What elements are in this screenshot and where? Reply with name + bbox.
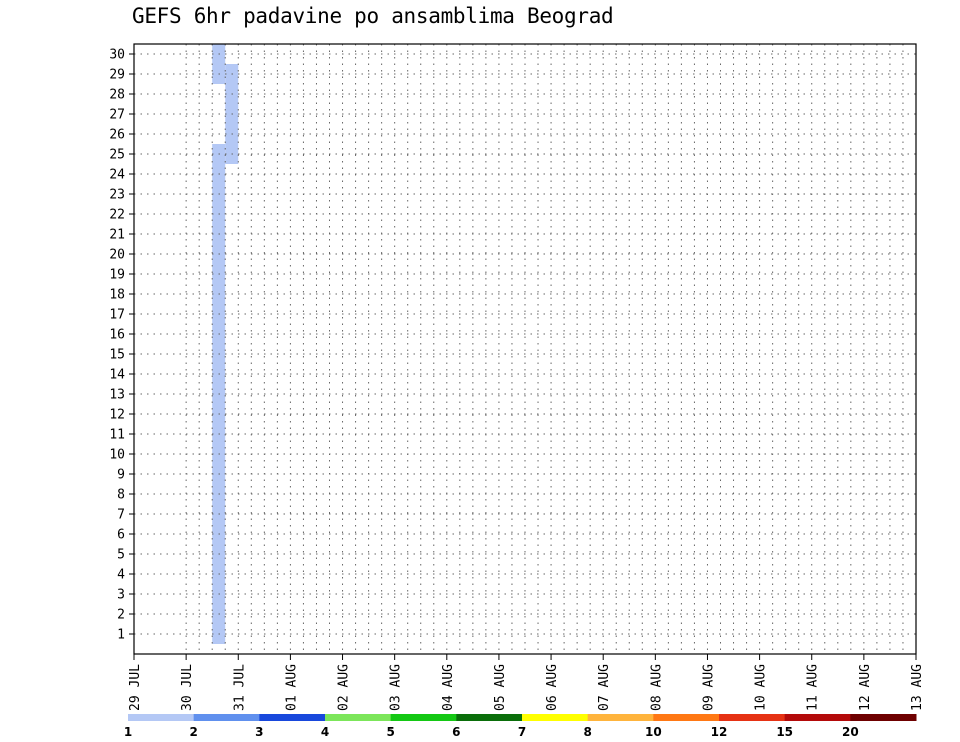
x-tick-label: 30 JUL bbox=[180, 664, 195, 711]
y-tick-label: 1 bbox=[117, 628, 125, 643]
y-tick-label: 17 bbox=[109, 308, 125, 323]
x-tick-label: 02 AUG bbox=[337, 664, 352, 711]
colorbar-label: 12 bbox=[711, 725, 728, 739]
y-tick-label: 23 bbox=[109, 188, 125, 203]
colorbar-label: 15 bbox=[776, 725, 793, 739]
colorbar-segment bbox=[193, 714, 260, 721]
x-tick-label: 05 AUG bbox=[493, 664, 508, 711]
colorbar-segment bbox=[259, 714, 326, 721]
y-tick-label: 12 bbox=[109, 408, 125, 423]
y-tick-label: 7 bbox=[117, 508, 125, 523]
colorbar-label: 20 bbox=[842, 725, 859, 739]
x-tick-label: 01 AUG bbox=[284, 664, 299, 711]
x-tick-label: 31 JUL bbox=[232, 664, 247, 711]
colorbar-label: 10 bbox=[645, 725, 662, 739]
y-tick-label: 3 bbox=[117, 588, 125, 603]
colorbar-segment bbox=[719, 714, 786, 721]
colorbar-segment bbox=[653, 714, 720, 721]
y-tick-label: 21 bbox=[109, 228, 125, 243]
y-tick-label: 16 bbox=[109, 328, 125, 343]
y-tick-label: 29 bbox=[109, 68, 125, 83]
colorbar-segment bbox=[850, 714, 917, 721]
y-tick-label: 8 bbox=[117, 488, 125, 503]
y-tick-label: 24 bbox=[109, 168, 125, 183]
x-tick-label: 12 AUG bbox=[858, 664, 873, 711]
y-tick-label: 15 bbox=[109, 348, 125, 363]
x-tick-label: 07 AUG bbox=[597, 664, 612, 711]
colorbar-label: 8 bbox=[583, 725, 591, 739]
y-tick-label: 22 bbox=[109, 208, 125, 223]
x-tick-label: 08 AUG bbox=[649, 664, 664, 711]
x-tick-label: 13 AUG bbox=[910, 664, 925, 711]
x-tick-label: 10 AUG bbox=[754, 664, 769, 711]
y-tick-label: 20 bbox=[109, 248, 125, 263]
y-tick-label: 5 bbox=[117, 548, 125, 563]
chart-title: GEFS 6hr padavine po ansamblima Beograd bbox=[132, 4, 614, 28]
colorbar-segment bbox=[587, 714, 654, 721]
y-tick-label: 11 bbox=[109, 428, 125, 443]
x-tick-label: 03 AUG bbox=[389, 664, 404, 711]
colorbar-label: 2 bbox=[189, 725, 197, 739]
y-tick-label: 30 bbox=[109, 48, 125, 63]
x-tick-label: 09 AUG bbox=[701, 664, 716, 711]
y-tick-label: 18 bbox=[109, 288, 125, 303]
y-tick-label: 19 bbox=[109, 268, 125, 283]
x-tick-label: 11 AUG bbox=[806, 664, 821, 711]
colorbar-label: 7 bbox=[518, 725, 526, 739]
y-tick-label: 2 bbox=[117, 608, 125, 623]
y-tick-label: 27 bbox=[109, 108, 125, 123]
colorbar-segment bbox=[325, 714, 392, 721]
colorbar-label: 1 bbox=[124, 725, 132, 739]
y-tick-label: 13 bbox=[109, 388, 125, 403]
y-tick-label: 25 bbox=[109, 148, 125, 163]
y-tick-label: 9 bbox=[117, 468, 125, 483]
colorbar-segment bbox=[390, 714, 457, 721]
x-tick-label: 29 JUL bbox=[128, 664, 143, 711]
y-tick-label: 14 bbox=[109, 368, 125, 383]
colorbar-label: 4 bbox=[321, 725, 329, 739]
colorbar-segment bbox=[128, 714, 195, 721]
y-tick-label: 26 bbox=[109, 128, 125, 143]
colorbar-label: 5 bbox=[386, 725, 394, 739]
y-tick-label: 4 bbox=[117, 568, 125, 583]
colorbar-label: 3 bbox=[255, 725, 263, 739]
plot-frame bbox=[133, 43, 917, 655]
x-tick-label: 04 AUG bbox=[441, 664, 456, 711]
y-tick-label: 6 bbox=[117, 528, 125, 543]
colorbar-segment bbox=[522, 714, 589, 721]
colorbar-segment bbox=[456, 714, 523, 721]
y-tick-label: 10 bbox=[109, 448, 125, 463]
colorbar-segment bbox=[784, 714, 851, 721]
y-tick-label: 28 bbox=[109, 88, 125, 103]
colorbar-label: 6 bbox=[452, 725, 460, 739]
x-tick-label: 06 AUG bbox=[545, 664, 560, 711]
